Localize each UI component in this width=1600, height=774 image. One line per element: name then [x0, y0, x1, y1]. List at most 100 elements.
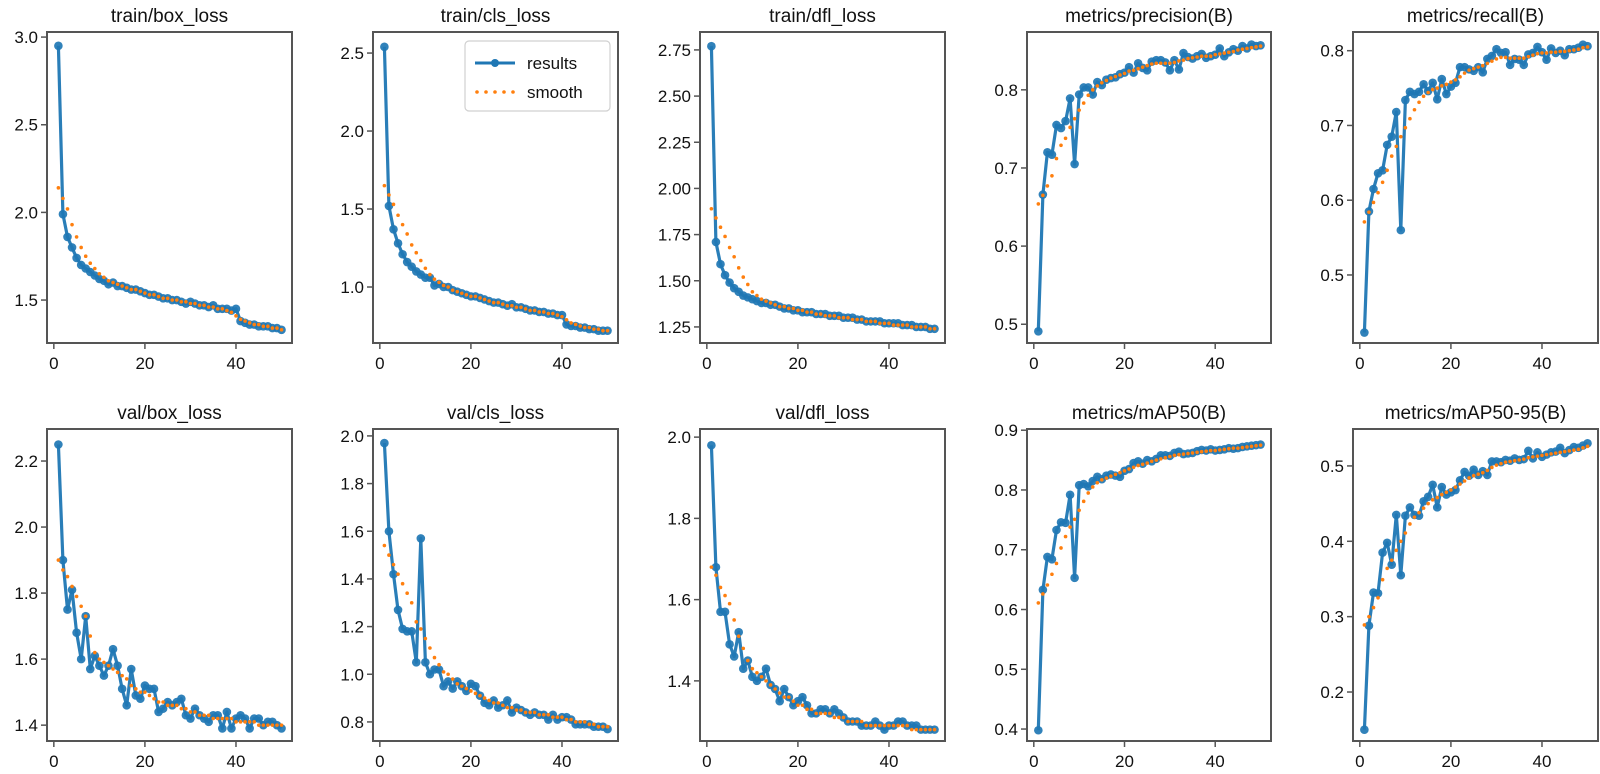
smooth-point — [500, 703, 505, 708]
y-tick-label: 2.0 — [14, 203, 38, 222]
smooth-point — [179, 706, 184, 711]
smooth-point — [1217, 52, 1222, 56]
smooth-point — [396, 572, 400, 576]
smooth-point — [143, 690, 147, 694]
smooth-point — [1462, 479, 1467, 483]
smooth-point — [1231, 446, 1236, 450]
results-point — [1451, 485, 1460, 495]
results-point — [1387, 132, 1397, 141]
results-point — [1047, 150, 1057, 159]
smooth-point — [1576, 447, 1581, 452]
results-point — [277, 724, 286, 733]
smooth-point — [225, 716, 229, 721]
smooth-point — [837, 715, 841, 720]
smooth-point — [193, 301, 197, 306]
x-tick-label: 40 — [880, 354, 899, 373]
smooth-point — [115, 282, 120, 287]
smooth-point — [1521, 56, 1526, 60]
results-point — [725, 640, 734, 649]
smooth-point — [256, 723, 261, 727]
y-tick-label: 0.6 — [994, 601, 1018, 620]
smooth-point — [1131, 465, 1136, 470]
smooth-point — [1100, 80, 1104, 85]
results-point — [1382, 140, 1392, 150]
smooth-point — [184, 706, 188, 711]
smooth-point — [573, 322, 578, 327]
y-tick-label: 3.0 — [14, 28, 38, 47]
results-point — [407, 627, 417, 636]
x-tick-label: 20 — [1115, 354, 1134, 373]
smooth-point — [111, 280, 115, 285]
x-tick-label: 40 — [880, 752, 899, 771]
smooth-point — [1412, 515, 1417, 519]
x-tick-label: 0 — [702, 752, 711, 771]
smooth-point — [482, 297, 487, 302]
smooth-point — [1190, 55, 1195, 60]
smooth-point — [252, 322, 257, 327]
smooth-point — [1367, 614, 1371, 619]
smooth-point — [596, 724, 601, 729]
results-point — [1505, 60, 1515, 70]
y-tick-label: 0.6 — [994, 237, 1018, 256]
smooth-point — [1412, 107, 1417, 112]
smooth-point — [129, 683, 134, 688]
smooth-point — [441, 283, 446, 288]
legend-box — [464, 40, 611, 112]
smooth-point — [555, 715, 560, 719]
results-point — [1083, 83, 1093, 92]
smooth-point — [1503, 55, 1508, 60]
smooth-point — [569, 717, 573, 722]
results-point — [63, 232, 72, 242]
subplot-train-box-loss: train/box_loss 0 20 40 1.5 2.0 2.5 3.0 — [14, 6, 293, 373]
smooth-point — [1172, 453, 1177, 458]
results-point — [1034, 326, 1043, 336]
smooth-point — [1408, 522, 1412, 526]
smooth-point — [1376, 596, 1380, 600]
smooth-point — [1362, 220, 1367, 224]
results-point — [462, 686, 471, 696]
smooth-point — [505, 303, 510, 308]
results-point — [158, 704, 168, 713]
smooth-point — [1145, 461, 1149, 465]
results-point — [63, 605, 72, 614]
smooth-point — [605, 724, 610, 729]
results-point — [54, 41, 63, 51]
plot-frame — [699, 31, 946, 344]
smooth-point — [1227, 446, 1231, 451]
smooth-point — [846, 315, 850, 320]
smooth-point — [70, 222, 74, 227]
smooth-point — [387, 553, 391, 557]
results-point — [1560, 50, 1570, 60]
smooth-point — [1399, 134, 1403, 139]
smooth-point — [473, 691, 478, 696]
smooth-point — [1181, 452, 1186, 456]
smooth-point — [1471, 473, 1476, 478]
smooth-point — [1394, 144, 1399, 149]
results-point — [136, 694, 145, 704]
smooth-point — [873, 319, 878, 324]
smooth-point — [1435, 86, 1440, 90]
smooth-point — [1231, 49, 1236, 54]
smooth-point — [170, 298, 175, 302]
smooth-point — [1086, 491, 1091, 495]
smooth-point — [714, 216, 718, 220]
results-point — [411, 658, 421, 667]
x-tick-label: 20 — [788, 752, 807, 771]
smooth-point — [1389, 154, 1394, 158]
y-tick-label: 2.50 — [658, 87, 691, 106]
smooth-point — [882, 723, 887, 728]
results-point — [58, 209, 68, 219]
smooth-point — [428, 272, 432, 277]
smooth-point — [220, 716, 225, 721]
smooth-point — [551, 715, 555, 719]
y-tick-label: 0.8 — [994, 81, 1018, 100]
smooth-point — [1204, 54, 1208, 59]
x-tick-label: 0 — [1355, 752, 1364, 771]
smooth-point — [1240, 445, 1245, 450]
plot-area — [54, 41, 286, 335]
smooth-point — [1558, 450, 1563, 455]
results-point — [1391, 510, 1401, 520]
smooth-point — [1086, 93, 1091, 98]
x-tick-label: 20 — [461, 354, 480, 373]
smooth-point — [510, 303, 514, 308]
